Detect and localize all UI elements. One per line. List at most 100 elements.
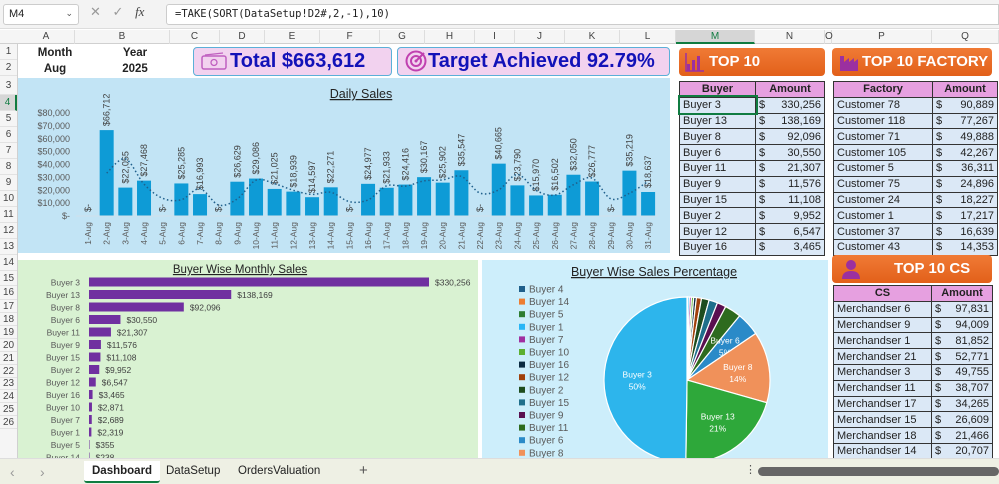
buyer-bar[interactable] [89,452,90,462]
daily-bar[interactable] [305,197,320,216]
column-header-e[interactable]: E [265,30,320,44]
row-header-25[interactable]: 25 [0,403,17,416]
column-header-g[interactable]: G [380,30,425,44]
name-cell[interactable]: Merchandser 9 [833,316,932,334]
amount-cell[interactable]: $3,465 [755,238,825,256]
buyer-bar[interactable] [89,440,90,449]
daily-bar[interactable] [585,181,600,216]
name-cell[interactable]: Merchandser 21 [833,348,932,365]
row-header-8[interactable]: 8 [0,159,17,175]
prev-sheet-icon[interactable]: ‹ [10,464,15,480]
amount-cell[interactable]: $6,547 [755,223,825,240]
legend-item[interactable]: Buyer 16 [529,360,569,371]
row-header-12[interactable]: 12 [0,223,17,239]
name-cell[interactable]: Customer 24 [833,191,933,209]
amount-cell[interactable]: $16,639 [932,223,998,240]
amount-cell[interactable]: $24,896 [932,175,998,193]
tab-datasetup[interactable]: DataSetup [166,465,221,477]
name-cell[interactable]: Buyer 9 [679,175,756,193]
daily-bar[interactable] [118,187,133,216]
column-header-h[interactable]: H [425,30,475,44]
amount-cell[interactable]: $77,267 [932,112,998,130]
name-cell[interactable]: Customer 5 [833,159,933,177]
amount-cell[interactable]: $20,707 [931,442,993,460]
amount-cell[interactable]: $21,307 [755,159,825,177]
name-cell[interactable]: Merchandser 11 [833,379,932,397]
horizontal-scrollbar[interactable] [758,467,999,476]
legend-item[interactable]: Buyer 9 [529,411,564,422]
row-header-10[interactable]: 10 [0,191,17,207]
name-cell[interactable]: Customer 43 [833,238,933,256]
legend-item[interactable]: Buyer 7 [529,335,564,346]
name-cell[interactable]: Customer 71 [833,128,933,146]
amount-cell[interactable]: $138,169 [755,112,825,130]
buyer-bar[interactable] [89,390,93,399]
daily-bar[interactable] [529,195,544,216]
tab-ordersvaluation[interactable]: OrdersValuation [238,465,321,477]
amount-cell[interactable]: $26,609 [931,411,993,429]
row-header-15[interactable]: 15 [0,271,17,286]
chevron-down-icon[interactable]: ⌄ [65,8,73,18]
daily-bar[interactable] [249,178,264,216]
daily-sales-chart[interactable]: Daily Sales $- $10,000 $20,000 $30,000 $40,0… [18,78,670,253]
buyer-bar[interactable] [89,352,101,362]
column-header-j[interactable]: J [515,30,565,44]
row-header-16[interactable]: 16 [0,286,17,300]
name-cell[interactable]: Customer 75 [833,175,933,193]
column-header-f[interactable]: F [320,30,380,44]
name-cell[interactable]: Customer 1 [833,207,933,225]
name-cell[interactable]: Customer 78 [833,96,933,114]
month-value[interactable]: Aug [43,63,67,75]
amount-cell[interactable]: $49,888 [932,128,998,146]
name-cell[interactable]: Merchandser 15 [833,411,932,429]
legend-item[interactable]: Buyer 1 [529,322,564,333]
amount-cell[interactable]: $17,217 [932,207,998,225]
buyer-monthly-chart[interactable]: Buyer Wise Monthly Sales Buyer 3 $330,256… [18,260,478,463]
daily-bar[interactable] [417,177,432,216]
name-cell[interactable]: Merchandser 3 [833,363,932,381]
legend-item[interactable]: Buyer 6 [529,436,564,447]
row-header-4[interactable]: 4 [0,95,17,111]
daily-bar[interactable] [566,174,581,216]
row-header-3[interactable]: 3 [0,76,17,95]
column-header-o[interactable]: O [825,30,833,44]
row-header-6[interactable]: 6 [0,127,17,143]
amount-cell[interactable]: $18,227 [932,191,998,209]
column-header-a[interactable]: A [18,30,75,44]
name-cell[interactable]: Merchandser 1 [833,332,932,350]
name-cell[interactable]: Customer 118 [833,112,933,130]
row-header-18[interactable]: 18 [0,313,17,326]
name-cell[interactable]: Buyer 16 [679,238,756,256]
row-header-1[interactable]: 1 [0,44,17,60]
buyer-bar[interactable] [89,365,100,374]
column-header-d[interactable]: D [220,30,265,44]
buyer-bar[interactable] [89,277,429,287]
name-cell[interactable]: Buyer 6 [679,144,756,161]
name-cell[interactable]: Merchandser 14 [833,442,932,460]
amount-cell[interactable]: $81,852 [931,332,993,350]
legend-item[interactable]: Buyer 8 [529,448,564,459]
row-header-13[interactable]: 13 [0,239,17,255]
daily-bar[interactable] [137,180,152,216]
amount-cell[interactable]: $30,550 [755,144,825,161]
buyer-bar[interactable] [89,402,92,412]
buyer-bar[interactable] [89,415,92,424]
buyer-bar[interactable] [89,340,101,349]
amount-cell[interactable]: $330,256 [755,96,825,114]
buyer-bar[interactable] [89,302,184,312]
legend-item[interactable]: Buyer 2 [529,385,564,396]
name-cell[interactable]: Merchandser 17 [833,395,932,413]
row-header-20[interactable]: 20 [0,339,17,352]
buyer-pie-chart[interactable]: Buyer Wise Sales Percentage Buyer 6 5% Buy… [482,260,828,464]
daily-bar[interactable] [454,170,469,216]
amount-cell[interactable]: $92,096 [755,128,825,146]
add-sheet-button[interactable]: + [359,462,368,479]
daily-bar[interactable] [379,187,394,216]
amount-cell[interactable]: $11,576 [755,175,825,193]
daily-bar[interactable] [547,194,562,216]
column-header-l[interactable]: L [620,30,676,44]
column-header-q[interactable]: Q [932,30,999,44]
daily-bar[interactable] [230,181,245,216]
column-header-c[interactable]: C [170,30,220,44]
daily-bar[interactable] [361,183,376,216]
